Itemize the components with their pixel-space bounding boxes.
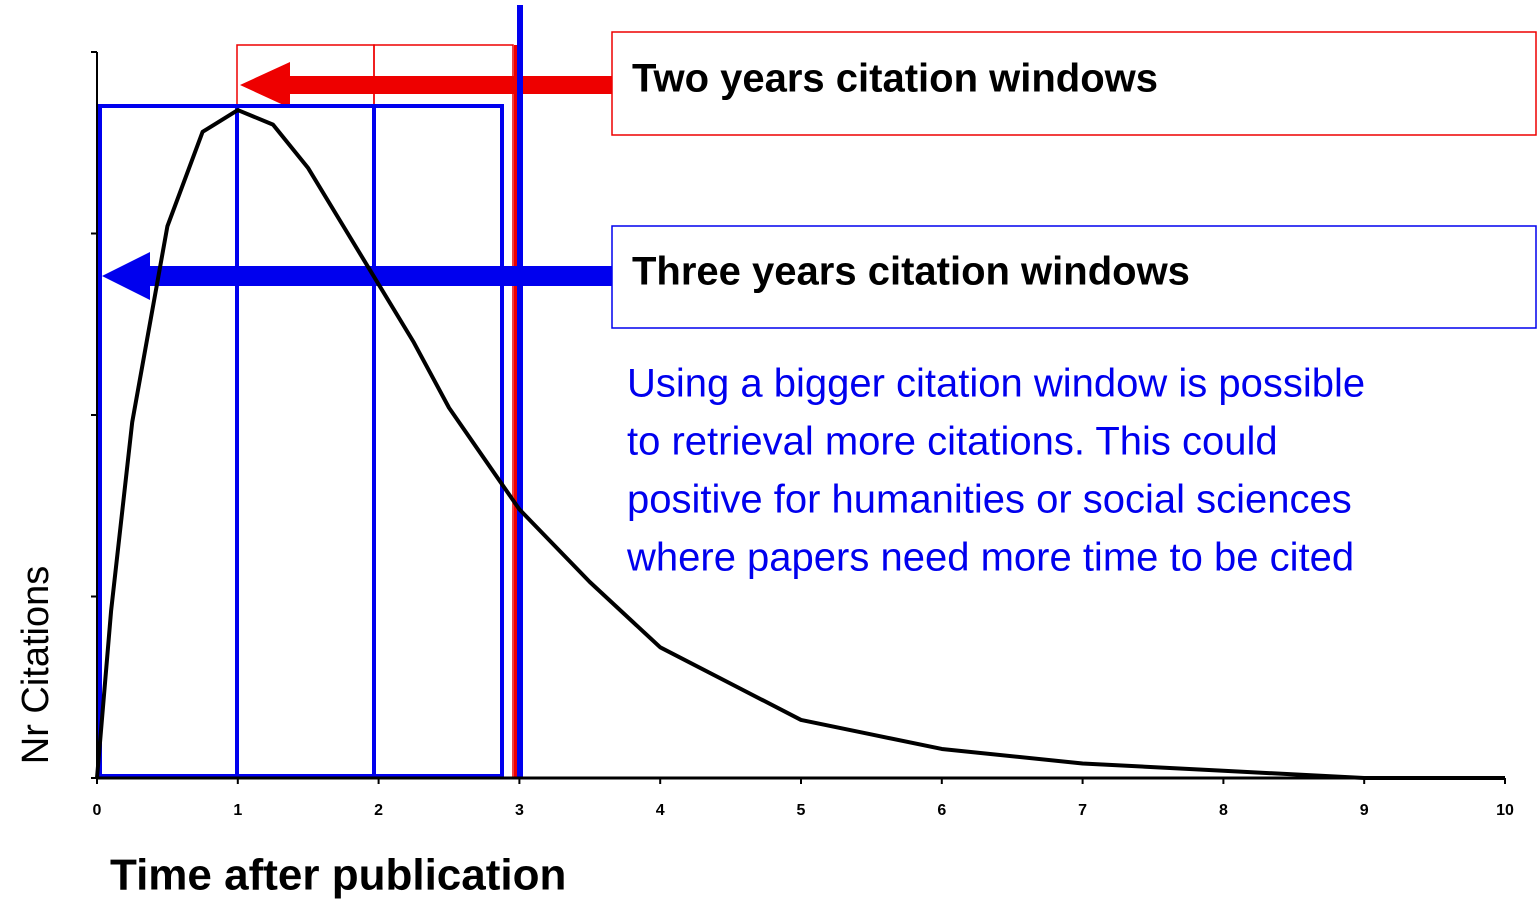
red-arrow [240,62,612,108]
note-line: positive for humanities or social scienc… [627,478,1352,522]
x-tick-label: 7 [1078,802,1087,819]
x-tick-label: 10 [1496,802,1514,819]
note-line: Using a bigger citation window is possib… [627,362,1365,406]
three-year-label: Three years citation windows [632,250,1190,294]
x-tick-label: 8 [1219,802,1228,819]
x-tick-label: 5 [797,802,806,819]
x-tick-label: 1 [233,802,242,819]
x-tick-label: 4 [656,802,665,819]
x-tick-label: 2 [374,802,383,819]
three-year-box [611,225,1537,329]
two-year-window [236,44,375,779]
x-tick-label: 3 [515,802,524,819]
plot: 0 1 2 3 4 5 6 7 8 9 10 [91,51,1514,819]
y-axis-label: Nr Citations [15,566,57,765]
blue-arrow [102,252,612,300]
note: Using a bigger citation window is possib… [626,362,1365,580]
two-year-label: Two years citation windows [632,57,1158,101]
two-year-window [373,44,514,779]
note-line: where papers need more time to be cited [626,536,1354,580]
x-axis-label: Time after publication [110,851,566,900]
curve [95,108,1505,780]
three-year-window [235,104,376,778]
three-year-window [98,104,239,778]
x-tick-label: 9 [1360,802,1369,819]
x-tick-label: 0 [93,802,102,819]
x-tick-label: 6 [937,802,946,819]
note-line: to retrieval more citations. This could [627,420,1278,464]
two-year-box [611,31,1537,136]
three-year-window [372,104,504,778]
